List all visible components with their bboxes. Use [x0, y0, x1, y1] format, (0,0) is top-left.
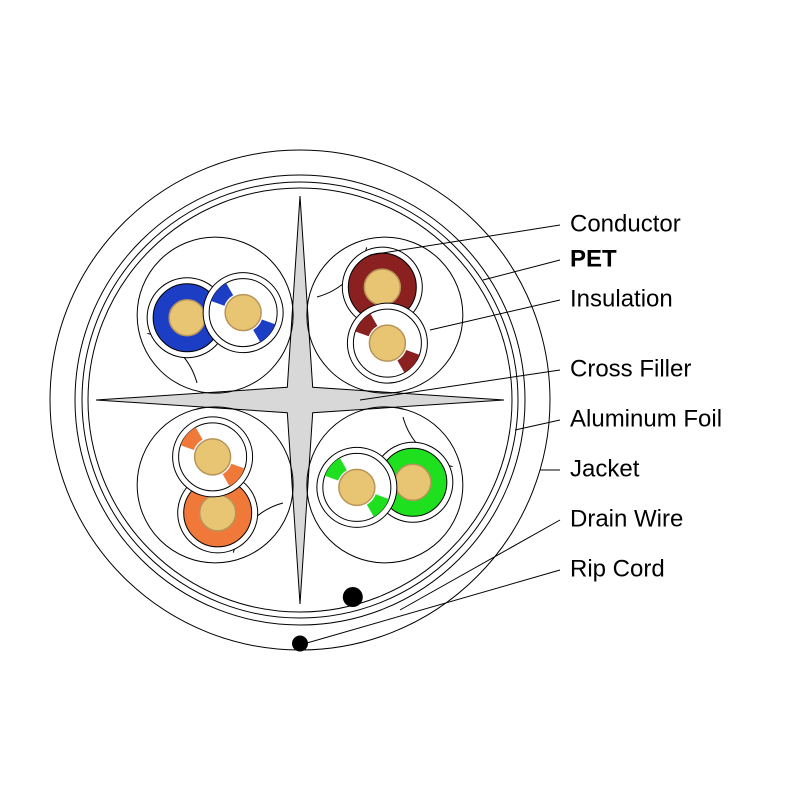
conductor-core [395, 464, 431, 500]
label-drain-wire: Drain Wire [570, 505, 683, 532]
label-jacket: Jacket [570, 455, 640, 482]
drain-wire [343, 587, 363, 607]
label-aluminum-foil: Aluminum Foil [570, 405, 722, 432]
label-insulation: Insulation [570, 285, 673, 312]
label-pet: PET [570, 245, 617, 272]
conductor-core [195, 439, 231, 475]
label-rip-cord: Rip Cord [570, 555, 665, 582]
conductor-core [169, 300, 205, 336]
label-conductor: Conductor [570, 210, 681, 237]
conductor-core [364, 269, 400, 305]
conductor-core [200, 495, 236, 531]
label-cross-filler: Cross Filler [570, 355, 691, 382]
conductor-core [339, 469, 375, 505]
cable-cross-section-diagram: Conductor PET Insulation Cross Filler Alumin… [0, 0, 800, 800]
conductor-core [369, 325, 405, 361]
conductor-core [225, 295, 261, 331]
